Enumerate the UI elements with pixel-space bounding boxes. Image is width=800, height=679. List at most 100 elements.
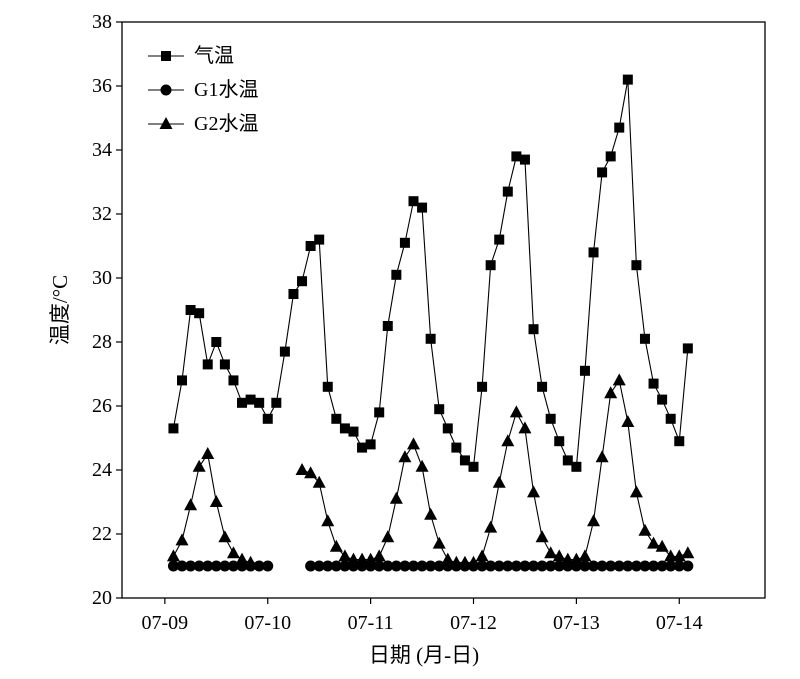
g1-water-temperature-point xyxy=(167,560,179,572)
g1-water-temperature-point xyxy=(433,560,445,572)
air-temperature-point xyxy=(297,276,308,287)
legend: 气温 G1水温 G2水温 xyxy=(148,44,258,135)
legend-label: G2水温 xyxy=(194,112,258,135)
g2-water-temperature-point xyxy=(415,459,429,472)
y-tick-label: 26 xyxy=(92,395,112,417)
air-temperature-point xyxy=(177,375,188,386)
g2-water-temperature-point xyxy=(458,555,472,568)
air-temperature-point xyxy=(588,247,599,258)
y-tick-label: 38 xyxy=(92,11,112,33)
x-tick-label: 07-13 xyxy=(553,612,600,634)
y-tick-label: 22 xyxy=(92,523,112,545)
legend-marker xyxy=(159,117,173,129)
g1-water-temperature-point xyxy=(648,560,660,572)
legend-entry-air-temperature: 气温 xyxy=(148,44,234,67)
air-temperature-point xyxy=(331,413,342,424)
g1-water-temperature-point xyxy=(622,560,634,572)
g1-water-temperature-point xyxy=(227,560,239,572)
g1-water-temperature-point xyxy=(382,560,394,572)
air-temperature-point xyxy=(597,167,608,178)
g2-water-temperature-point xyxy=(467,555,481,568)
x-tick-label: 07-10 xyxy=(244,612,291,634)
air-temperature-point xyxy=(194,308,205,319)
g2-water-temperature-point xyxy=(381,530,395,543)
g2-water-temperature-point xyxy=(235,552,249,565)
g1-water-temperature-point xyxy=(210,560,222,572)
g2-water-temperature-point xyxy=(629,485,643,498)
g1-water-temperature-point xyxy=(630,560,642,572)
g1-water-temperature-point xyxy=(176,560,188,572)
plot-frame xyxy=(121,21,766,599)
g2-water-temperature-point xyxy=(501,434,515,447)
g2-water-temperature-point xyxy=(638,523,652,536)
g2-water-temperature-point xyxy=(484,520,498,533)
g1-water-temperature-point xyxy=(253,560,265,572)
air-temperature-point xyxy=(279,346,290,357)
y-tick-label: 20 xyxy=(92,587,112,609)
g1-water-temperature-point xyxy=(510,560,522,572)
g2-water-temperature-point xyxy=(441,552,455,565)
g1-water-temperature-point xyxy=(262,560,274,572)
air-temperature-point xyxy=(271,397,282,408)
g1-water-temperature-point xyxy=(425,560,437,572)
air-temperature-point xyxy=(665,413,676,424)
x-tick-label: 07-11 xyxy=(348,612,394,634)
g2-water-temperature-line xyxy=(172,452,251,564)
g2-water-temperature-point xyxy=(432,536,446,549)
air-temperature-point xyxy=(408,196,419,207)
air-temperature-point xyxy=(237,397,248,408)
y-tick-label: 32 xyxy=(92,203,112,225)
g2-water-temperature-point xyxy=(681,546,695,559)
air-temperature-point xyxy=(614,122,625,133)
x-tick-label: 07-12 xyxy=(450,612,497,634)
air-temperature-point xyxy=(357,442,368,453)
air-temperature-point xyxy=(554,436,565,447)
g2-water-temperature-point xyxy=(192,459,206,472)
g2-water-temperature-line xyxy=(301,379,689,564)
air-temperature-point xyxy=(528,324,539,335)
g2-water-temperature-point xyxy=(475,549,489,562)
g2-water-temperature-point xyxy=(329,539,343,552)
air-temperature-point xyxy=(339,423,350,434)
g2-water-temperature-point xyxy=(338,549,352,562)
g2-water-temperature-point xyxy=(612,373,626,386)
g2-water-temperature-point xyxy=(166,549,180,562)
g1-water-temperature-point xyxy=(536,560,548,572)
g2-water-temperature-point xyxy=(561,552,575,565)
g2-water-temperature-point xyxy=(672,549,686,562)
air-temperature-point xyxy=(605,151,616,162)
g1-water-temperature-series xyxy=(167,560,694,572)
y-tick-label: 24 xyxy=(92,459,112,481)
air-temperature-point xyxy=(365,439,376,450)
g2-water-temperature-point xyxy=(355,552,369,565)
g1-water-temperature-point xyxy=(313,560,325,572)
g2-water-temperature-point xyxy=(647,536,661,549)
air-temperature-point xyxy=(571,461,582,472)
g2-water-temperature-point xyxy=(346,552,360,565)
air-temperature-point xyxy=(545,413,556,424)
y-tick-label: 36 xyxy=(92,75,112,97)
g1-water-temperature-point xyxy=(656,560,668,572)
air-temperature-point xyxy=(219,359,230,370)
g1-water-temperature-point xyxy=(673,560,685,572)
y-axis: 20 22 24 26 28 30 32 34 36 38 xyxy=(92,11,122,609)
y-tick-label: 34 xyxy=(92,139,112,161)
air-temperature-point xyxy=(348,426,359,437)
air-temperature-point xyxy=(202,359,213,370)
g2-water-temperature-point xyxy=(312,475,326,488)
air-temperature-series xyxy=(168,74,693,472)
legend-label: G1水温 xyxy=(194,78,258,101)
g2-water-temperature-point xyxy=(295,463,309,475)
g1-water-temperature-point xyxy=(219,560,231,572)
air-temperature-point xyxy=(288,289,299,299)
g2-water-temperature-point xyxy=(201,447,215,459)
air-temperature-point xyxy=(459,455,470,466)
air-temperature-point xyxy=(537,381,548,392)
g1-water-temperature-point xyxy=(588,560,600,572)
y-tick-label: 28 xyxy=(92,331,112,353)
air-temperature-point xyxy=(168,423,179,434)
g1-water-temperature-point xyxy=(373,560,385,572)
air-temperature-point xyxy=(399,237,410,248)
g2-water-temperature-point xyxy=(175,533,189,546)
